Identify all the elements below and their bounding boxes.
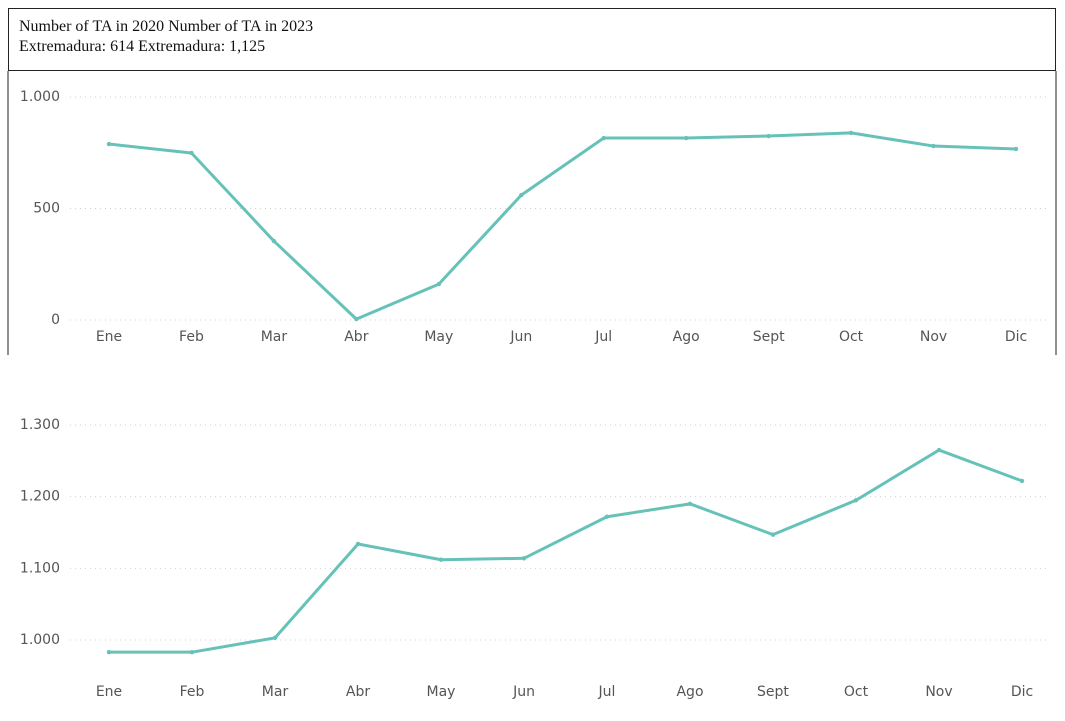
header: Number of TA in 2020 Number of TA in 202… bbox=[8, 8, 1056, 71]
point bbox=[355, 541, 361, 547]
point bbox=[687, 501, 693, 507]
x-tick-label: Mar bbox=[261, 329, 288, 345]
x-tick-label: Ene bbox=[96, 329, 122, 345]
x-tick-label: Ago bbox=[676, 684, 703, 700]
point bbox=[1013, 146, 1019, 152]
y-tick-label: 1.000 bbox=[20, 632, 60, 648]
x-tick-label: Ene bbox=[96, 684, 122, 700]
y-tick-label: 500 bbox=[33, 201, 60, 217]
x-tick-label: Feb bbox=[180, 684, 205, 700]
y-tick-label: 1.100 bbox=[20, 560, 60, 576]
x-tick-label: Jul bbox=[598, 684, 616, 700]
point bbox=[936, 447, 942, 453]
y-tick-label: 1.000 bbox=[20, 89, 60, 105]
point bbox=[106, 649, 112, 655]
point bbox=[604, 514, 610, 519]
y-tick-label: 1.200 bbox=[20, 489, 60, 505]
x-tick-label: Feb bbox=[179, 329, 204, 345]
point bbox=[106, 141, 112, 147]
point bbox=[770, 532, 776, 537]
x-tick-label: May bbox=[427, 684, 456, 700]
point bbox=[438, 557, 444, 562]
x-tick-label: Oct bbox=[844, 684, 869, 700]
point bbox=[931, 143, 936, 149]
line bbox=[109, 448, 1023, 654]
point bbox=[853, 498, 859, 503]
point bbox=[683, 135, 689, 141]
point bbox=[436, 281, 442, 287]
x-tick-label: Dic bbox=[1005, 329, 1027, 345]
x-tick-label: Dic bbox=[1011, 684, 1033, 700]
point bbox=[521, 556, 527, 561]
x-tick-label: Jul bbox=[594, 329, 612, 345]
y-tick-label: 1.300 bbox=[20, 417, 60, 433]
x-tick-label: Jun bbox=[509, 329, 532, 345]
point bbox=[271, 238, 277, 244]
point bbox=[272, 635, 278, 641]
x-tick-label: Jun bbox=[512, 684, 535, 700]
x-tick-label: Ago bbox=[673, 329, 700, 345]
y-tick-label: 0 bbox=[51, 312, 60, 328]
point bbox=[601, 135, 606, 141]
point bbox=[848, 130, 854, 136]
x-tick-label: Abr bbox=[346, 684, 370, 700]
x-tick-label: Sept bbox=[753, 329, 785, 345]
point bbox=[189, 649, 195, 655]
x-tick-label: Oct bbox=[839, 329, 864, 345]
point bbox=[354, 316, 359, 322]
x-tick-label: Nov bbox=[920, 329, 947, 345]
x-tick-label: Mar bbox=[262, 684, 289, 700]
x-tick-label: Nov bbox=[925, 684, 952, 700]
line bbox=[108, 131, 1017, 321]
x-tick-label: Abr bbox=[344, 329, 368, 345]
point bbox=[519, 192, 524, 198]
point bbox=[766, 133, 771, 139]
x-tick-label: Sept bbox=[757, 684, 789, 700]
point bbox=[189, 150, 194, 156]
point bbox=[1019, 478, 1025, 484]
x-tick-label: May bbox=[424, 329, 453, 345]
header-line: Number of TA in 2020 Number of TA in 202… bbox=[19, 18, 314, 35]
header-line: Extremadura: 614 Extremadura: 1,125 bbox=[19, 38, 266, 55]
